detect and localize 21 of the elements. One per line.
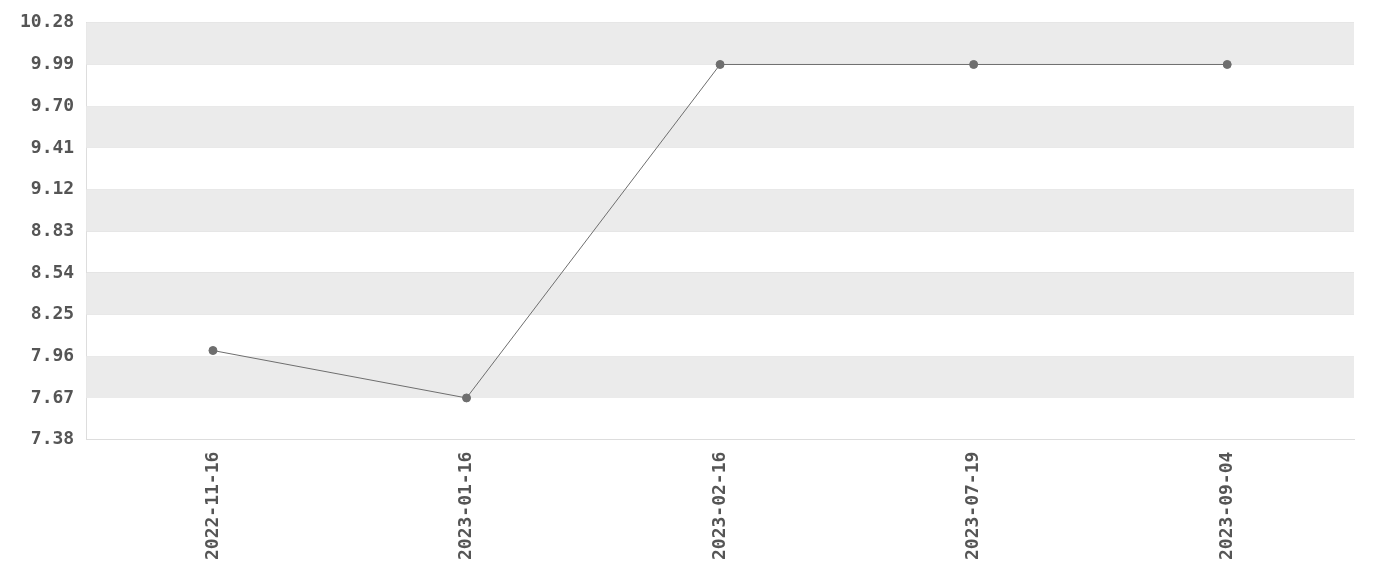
y-tick-label: 9.70 [30, 93, 75, 115]
x-tick-label: 2023-01-16 [454, 451, 476, 561]
y-tick-label: 8.54 [30, 260, 75, 282]
y-tick-label: 7.38 [30, 427, 75, 449]
x-tick-label: 2023-09-04 [1214, 451, 1236, 561]
y-tick-label: 9.41 [30, 135, 75, 157]
point [1222, 59, 1232, 69]
y-tick-label: 7.67 [30, 385, 75, 407]
y-tick-label: 10.28 [20, 10, 75, 32]
y-tick-label: 8.83 [30, 218, 75, 240]
y-tick-label: 8.25 [30, 302, 75, 324]
point [715, 59, 725, 69]
x-tick-label: 2023-02-16 [707, 451, 729, 561]
point [969, 59, 979, 69]
x-tick-label: 2023-07-19 [961, 451, 983, 561]
y-tick-label: 7.96 [30, 343, 75, 365]
y-tick-label: 9.12 [30, 177, 75, 199]
point [208, 346, 218, 356]
x-tick-label: 2022-11-16 [200, 451, 222, 561]
point [462, 393, 472, 403]
y-tick-label: 9.99 [30, 52, 75, 74]
